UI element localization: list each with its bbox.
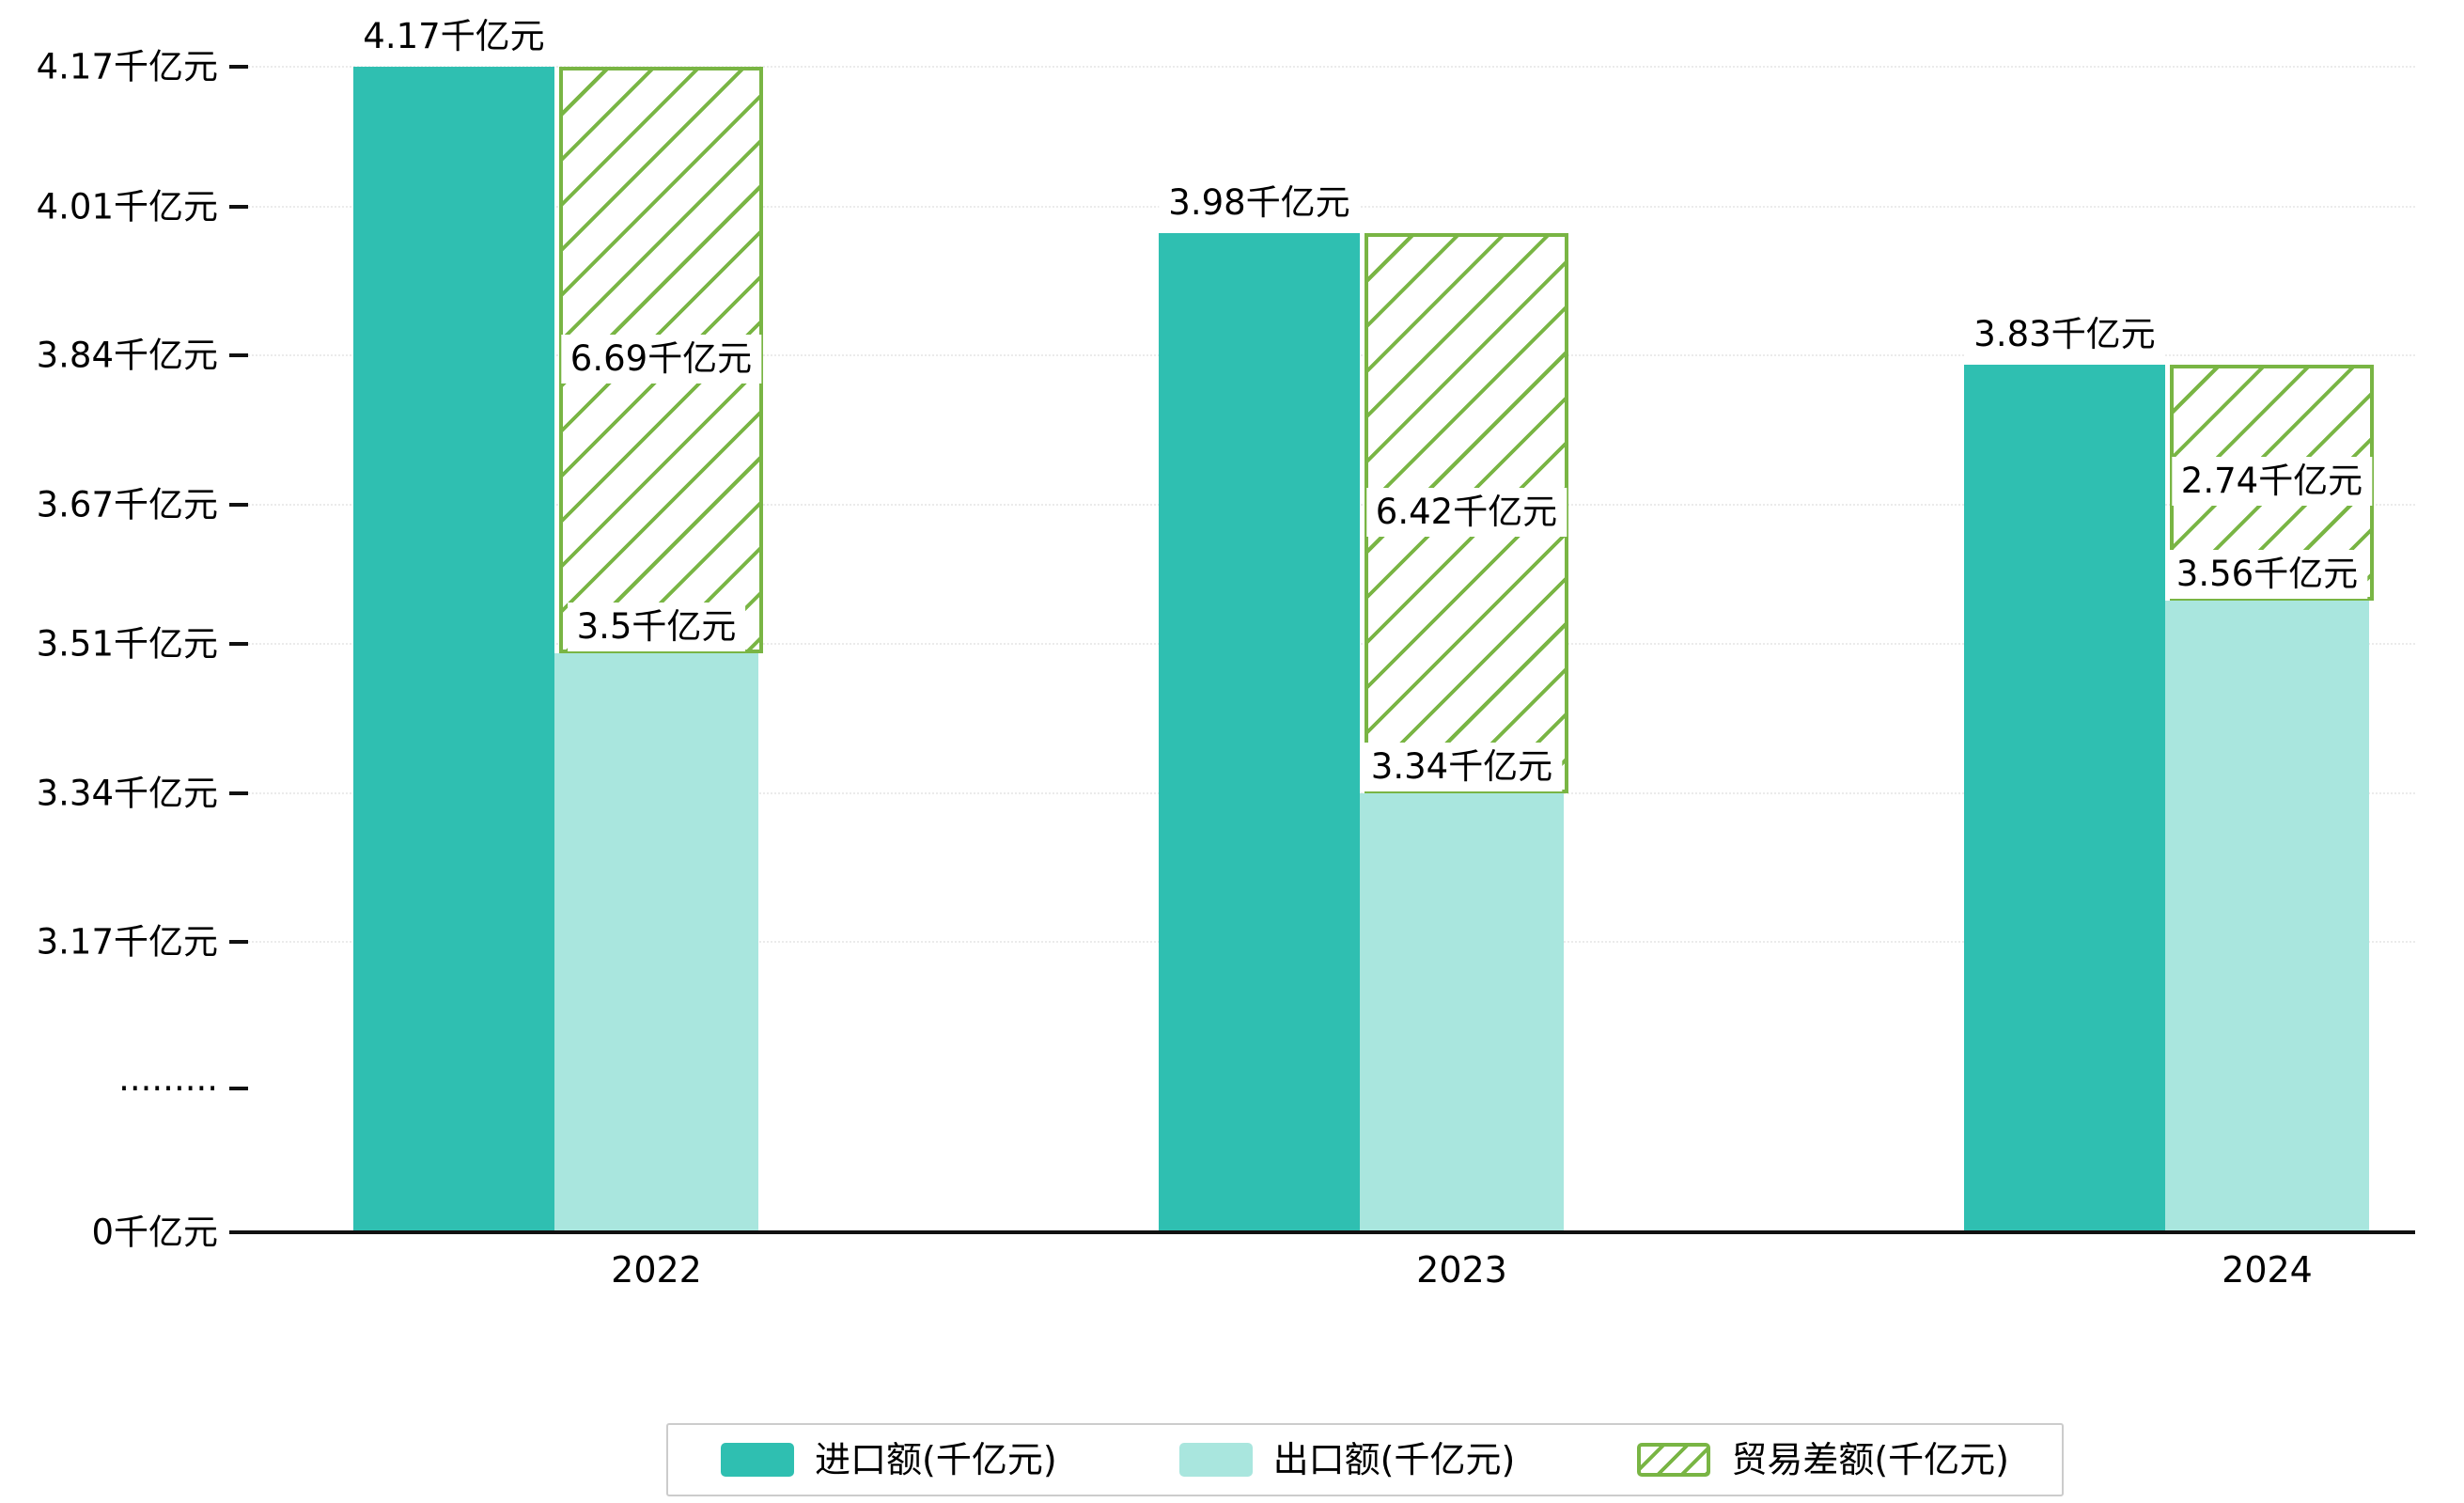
y-tick-label: 4.17千亿元 <box>36 46 218 87</box>
label-export-2024: 3.56千亿元 <box>2166 549 2368 600</box>
y-tick-label: 0千亿元 <box>91 1212 218 1253</box>
label-export-2023: 3.34千亿元 <box>1361 742 1563 791</box>
bar-export-2022 <box>554 652 758 1232</box>
label-trade-balance-2023: 6.42千亿元 <box>1365 487 1567 538</box>
y-tick-mark <box>229 940 248 944</box>
y-tick-mark <box>229 1087 248 1090</box>
x-axis-label-2022: 2022 <box>611 1249 702 1291</box>
x-axis-label-2024: 2024 <box>2222 1249 2313 1291</box>
y-tick-label: 4.01千亿元 <box>36 186 218 227</box>
bar-import-2023 <box>1159 232 1360 1232</box>
label-import-2022: 4.17千亿元 <box>353 12 554 62</box>
bar-export-2023 <box>1360 792 1564 1232</box>
y-tick-mark <box>229 353 248 358</box>
label-import-2023: 3.98千亿元 <box>1159 178 1360 228</box>
y-tick-mark <box>229 502 248 507</box>
y-tick-label: 3.67千亿元 <box>36 484 218 524</box>
label-import-2024: 3.83千亿元 <box>1964 309 2165 359</box>
bar-export-2024 <box>2165 600 2369 1232</box>
bar-import-2024 <box>1964 364 2165 1232</box>
legend-label-export: 出口额(千亿元) <box>1272 1439 1516 1480</box>
y-tick-label: 3.51千亿元 <box>36 623 218 665</box>
y-axis-break-label: ········· <box>118 1068 218 1109</box>
legend-label-import: 进口额(千亿元) <box>815 1439 1057 1480</box>
label-trade-balance-2024: 2.74千亿元 <box>2171 457 2373 507</box>
x-axis-line <box>248 1230 2415 1234</box>
y-tick-label: 3.34千亿元 <box>36 773 218 814</box>
y-tick-label: 3.84千亿元 <box>36 335 218 376</box>
y-tick-mark <box>229 791 248 795</box>
legend: 进口额(千亿元) 出口额(千亿元) 贸易差额(千亿元) <box>666 1423 2064 1496</box>
export-swatch-icon <box>1178 1443 1253 1477</box>
import-swatch-icon <box>721 1443 794 1477</box>
y-tick-mark <box>229 65 248 69</box>
y-tick-label: 3.17千亿元 <box>36 921 218 963</box>
y-tick-mark <box>229 642 248 647</box>
bar-import-2022 <box>353 67 554 1232</box>
legend-item-import[interactable]: 进口额(千亿元) <box>721 1442 1057 1478</box>
gridline <box>248 66 2415 68</box>
legend-label-trade-balance: 贸易差额(千亿元) <box>1731 1439 2009 1480</box>
y-tick-mark <box>229 1230 248 1234</box>
x-axis-label-2023: 2023 <box>1416 1249 1507 1291</box>
legend-item-trade-balance[interactable]: 贸易差额(千亿元) <box>1637 1442 2009 1478</box>
label-trade-balance-2022: 6.69千亿元 <box>560 334 762 384</box>
trade-balance-swatch-icon <box>1637 1443 1711 1477</box>
y-tick-mark <box>229 204 248 209</box>
label-export-2022: 3.5千亿元 <box>567 602 746 652</box>
legend-item-export[interactable]: 出口额(千亿元) <box>1178 1439 1516 1480</box>
